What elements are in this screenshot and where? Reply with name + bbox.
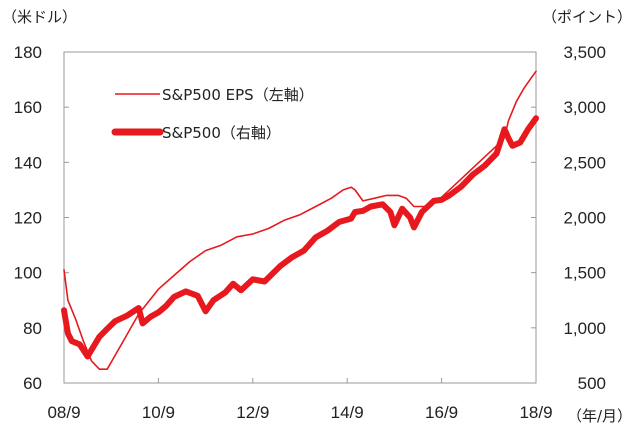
- x-axis: 08/9 10/9 12/9 14/9 16/9 18/9: [47, 378, 553, 422]
- right-axis-tick-label: 3,000: [563, 98, 606, 117]
- x-axis-tick-label: 12/9: [236, 403, 269, 422]
- left-axis-tick-label: 100: [14, 264, 42, 283]
- x-axis-tick-label: 18/9: [519, 403, 552, 422]
- sp500-series-line: [61, 115, 539, 360]
- legend: S&P500 EPS（左軸） S&P500（右軸）: [111, 86, 314, 142]
- eps-series-line: [63, 70, 537, 371]
- left-axis: 60 80 100 120 140 160 180: [14, 43, 69, 393]
- left-axis-tick-label: 160: [14, 98, 42, 117]
- right-axis-unit-label: （ポイント）: [542, 8, 632, 26]
- left-axis-unit-label: （米ドル）: [2, 8, 77, 26]
- series-layer: [61, 70, 539, 371]
- left-axis-tick-label: 60: [23, 374, 42, 393]
- x-axis-tick-label: 08/9: [47, 403, 80, 422]
- right-axis-tick-label: 500: [578, 374, 606, 393]
- x-axis-tick-label: 10/9: [142, 403, 175, 422]
- right-axis-tick-label: 3,500: [563, 43, 606, 62]
- left-axis-tick-label: 180: [14, 43, 42, 62]
- left-axis-tick-label: 140: [14, 153, 42, 172]
- legend-label-eps: S&P500 EPS（左軸）: [162, 86, 314, 104]
- left-axis-tick-label: 120: [14, 209, 42, 228]
- right-axis: 500 1,000 1,500 2,000 2,500 3,000 3,500: [531, 43, 606, 393]
- right-axis-tick-label: 2,000: [563, 209, 606, 228]
- right-axis-tick-label: 2,500: [563, 153, 606, 172]
- right-axis-tick-label: 1,500: [563, 264, 606, 283]
- x-axis-tick-label: 14/9: [331, 403, 364, 422]
- x-axis-unit-label: （年/月）: [567, 407, 632, 425]
- right-axis-tick-label: 1,000: [563, 319, 606, 338]
- left-axis-tick-label: 80: [23, 319, 42, 338]
- legend-label-sp500: S&P500（右軸）: [162, 124, 281, 142]
- x-axis-tick-label: 16/9: [425, 403, 458, 422]
